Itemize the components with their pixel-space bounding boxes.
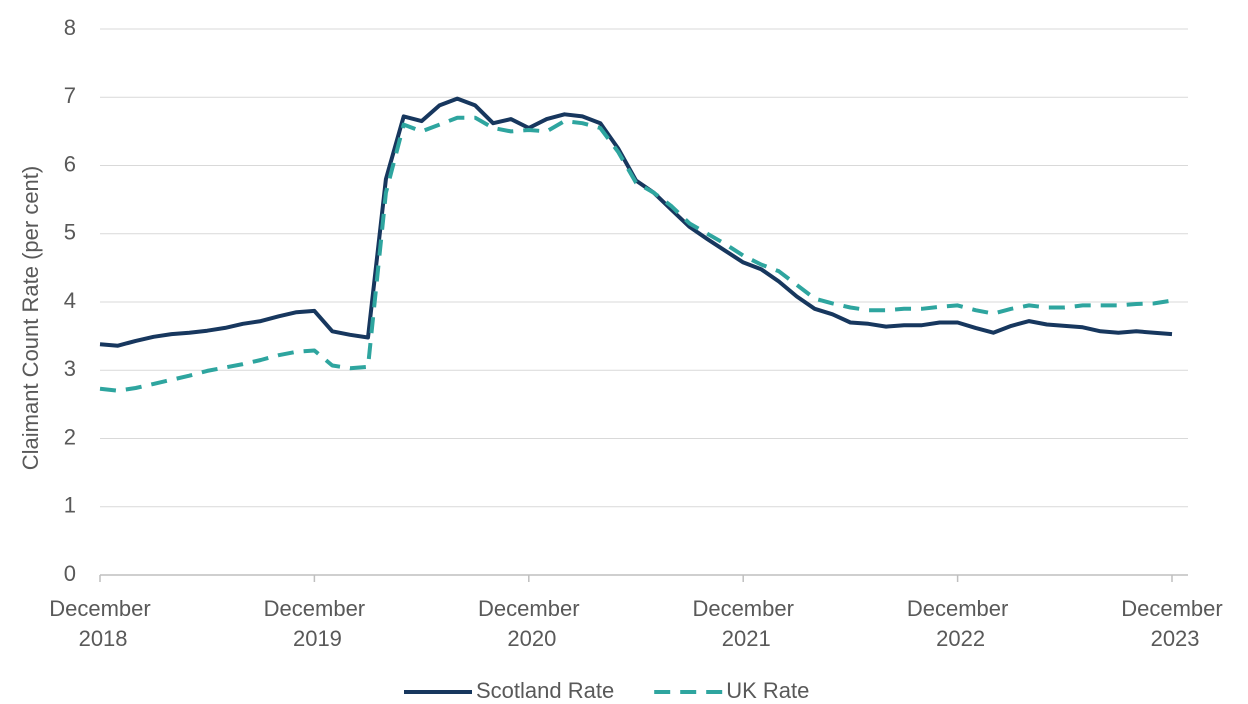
x-tick-label: December 2021: [692, 596, 793, 651]
y-tick-label: 6: [64, 151, 76, 176]
y-tick-label: 4: [64, 288, 76, 313]
y-tick-label: 1: [64, 493, 76, 518]
y-tick-label: 0: [64, 561, 76, 586]
y-tick-label: 7: [64, 83, 76, 108]
x-tick-label: December 2019: [264, 596, 365, 651]
y-tick-label: 2: [64, 424, 76, 449]
legend-label: Scotland Rate: [476, 678, 614, 703]
y-tick-label: 5: [64, 220, 76, 245]
y-tick-label: 3: [64, 356, 76, 381]
x-tick-label: December 2022: [907, 596, 1008, 651]
series-line: [99, 115, 1173, 393]
y-tick-label: 8: [64, 15, 76, 40]
y-axis-label: Claimant Count Rate (per cent): [18, 166, 43, 470]
x-tick-label: December 2018: [49, 596, 150, 651]
x-tick-label: December 2023: [1121, 596, 1222, 651]
legend-label: UK Rate: [726, 678, 809, 703]
x-tick-label: December 2020: [478, 596, 579, 651]
